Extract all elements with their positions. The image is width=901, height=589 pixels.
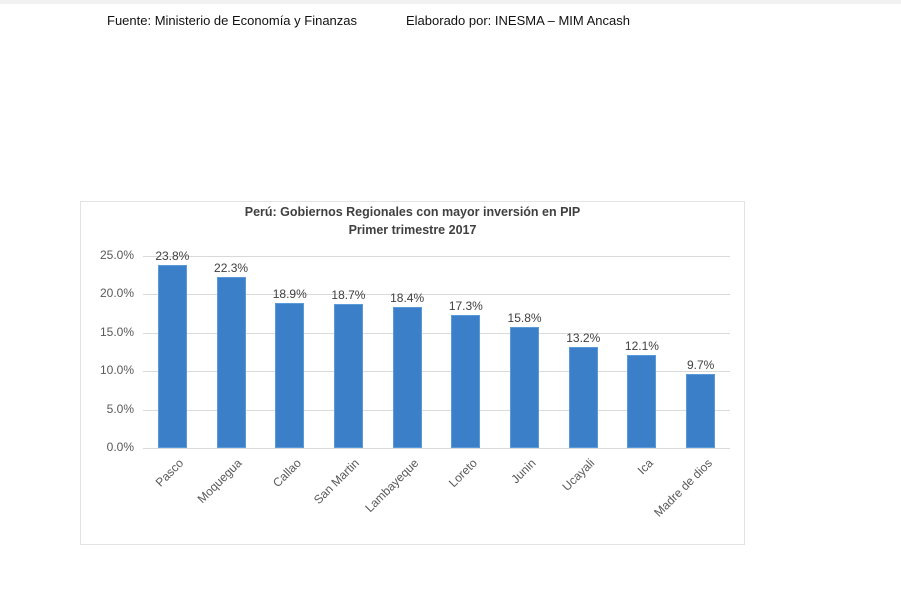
bar-junin [510,326,540,448]
y-tick-label: 0.0% [106,440,134,454]
gridline [143,256,730,257]
data-label: 22.3% [214,260,249,275]
data-label: 18.9% [272,286,307,301]
data-label: 17.3% [448,299,483,314]
data-label: 18.4% [390,290,425,305]
x-tick-label: Lambayeque [362,456,422,515]
x-tick-label: Callao [269,456,304,490]
data-label: 23.8% [155,249,190,264]
y-tick-label: 5.0% [106,401,134,416]
y-tick-label: 15.0% [99,324,134,339]
data-label: 15.8% [507,310,542,325]
data-label: 12.1% [624,339,659,354]
author-note: Elaborado por: INESMA – MIM Ancash [406,13,630,28]
x-tick-label: Loreto [445,456,480,490]
x-tick-label: Junin [507,456,539,487]
y-tick-label: 25.0% [99,248,134,262]
bar-callao [275,302,305,448]
chart-frame: Perú: Gobiernos Regionales con mayor inv… [80,201,745,545]
x-tick-label: Ica [634,456,656,478]
bar-lambayeque [392,306,422,448]
data-label: 9.7% [686,357,715,372]
gridline [143,294,730,296]
source-note: Fuente: Ministerio de Economía y Finanza… [107,13,358,28]
y-tick-label: 10.0% [99,363,134,378]
bar-madre-de-dios [686,373,716,448]
data-label: 13.2% [566,330,601,345]
bar-san-martin [333,304,363,448]
gridline [143,448,730,449]
gridline [143,371,730,373]
bar-ucayali [568,346,598,448]
bar-loreto [451,315,481,448]
x-tick-label: Pasco [153,456,187,490]
gridline [143,409,730,411]
x-tick-label: San Martin [311,456,363,507]
top-band [0,0,901,4]
x-tick-label: Moquegua [194,456,245,507]
gridline [143,332,730,334]
chart-subtitle: Primer trimestre 2017 [348,223,477,237]
bar-ica [627,355,657,448]
bar-moquegua [216,276,246,448]
chart-title: Perú: Gobiernos Regionales con mayor inv… [244,205,581,219]
x-tick-label: Ucayali [559,456,598,494]
x-tick-label: Madre de dios [650,456,715,520]
bar-pasco [157,265,187,448]
data-label: 18.7% [331,288,366,303]
y-tick-label: 20.0% [99,286,134,301]
